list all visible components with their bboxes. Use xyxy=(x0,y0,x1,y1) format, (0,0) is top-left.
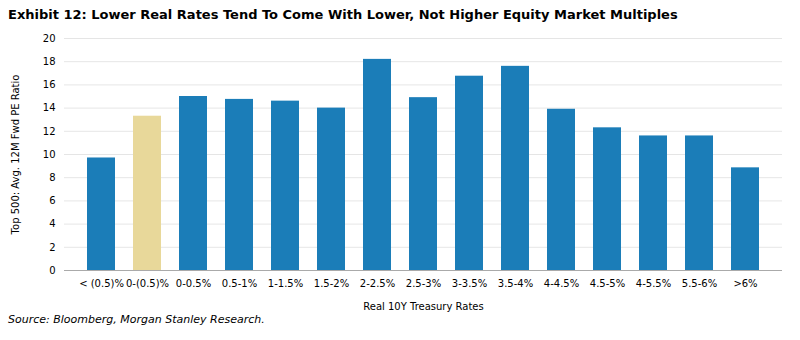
svg-text:6: 6 xyxy=(49,195,55,206)
svg-text:Real 10Y Treasury Rates: Real 10Y Treasury Rates xyxy=(363,301,483,312)
svg-text:0: 0 xyxy=(49,265,55,276)
svg-text:4: 4 xyxy=(49,218,55,229)
svg-text:20: 20 xyxy=(43,33,56,44)
svg-text:4.5-5%: 4.5-5% xyxy=(590,278,625,289)
html-text:Exhibit 12: Lower Real Rates T: Exhibit 12: Lower Real Rates Tend To Com… xyxy=(8,7,678,22)
svg-text:14: 14 xyxy=(43,102,56,113)
svg-text:4-5.5%: 4-5.5% xyxy=(636,278,671,289)
svg-text:< (0.5)%: < (0.5)% xyxy=(79,278,124,289)
svg-text:2.5-3%: 2.5-3% xyxy=(406,278,441,289)
svg-text:10: 10 xyxy=(43,149,56,160)
svg-text:0-0.5%: 0-0.5% xyxy=(176,278,211,289)
svg-text:12: 12 xyxy=(43,126,56,137)
svg-text:0.5-1%: 0.5-1% xyxy=(222,278,257,289)
html-text:Source: Bloomberg, Morgan Stan: Source: Bloomberg, Morgan Stanley Resear… xyxy=(8,313,265,326)
svg-text:18: 18 xyxy=(43,56,56,67)
svg-text:5.5-6%: 5.5-6% xyxy=(682,278,717,289)
svg-text:1.5-2%: 1.5-2% xyxy=(314,278,349,289)
svg-text:2: 2 xyxy=(49,242,55,253)
svg-text:3-3.5%: 3-3.5% xyxy=(452,278,487,289)
svg-text:1-1.5%: 1-1.5% xyxy=(268,278,303,289)
svg-text:>6%: >6% xyxy=(733,278,757,289)
svg-text:Top 500: Avg. 12M Fwd PE Ratio: Top 500: Avg. 12M Fwd PE Ratio xyxy=(10,75,21,236)
svg-text:8: 8 xyxy=(49,172,55,183)
svg-text:2-2.5%: 2-2.5% xyxy=(360,278,395,289)
svg-text:3.5-4%: 3.5-4% xyxy=(498,278,533,289)
svg-text:4-4.5%: 4-4.5% xyxy=(544,278,579,289)
svg-text:16: 16 xyxy=(43,79,56,90)
svg-text:0-(0.5)%: 0-(0.5)% xyxy=(126,278,169,289)
